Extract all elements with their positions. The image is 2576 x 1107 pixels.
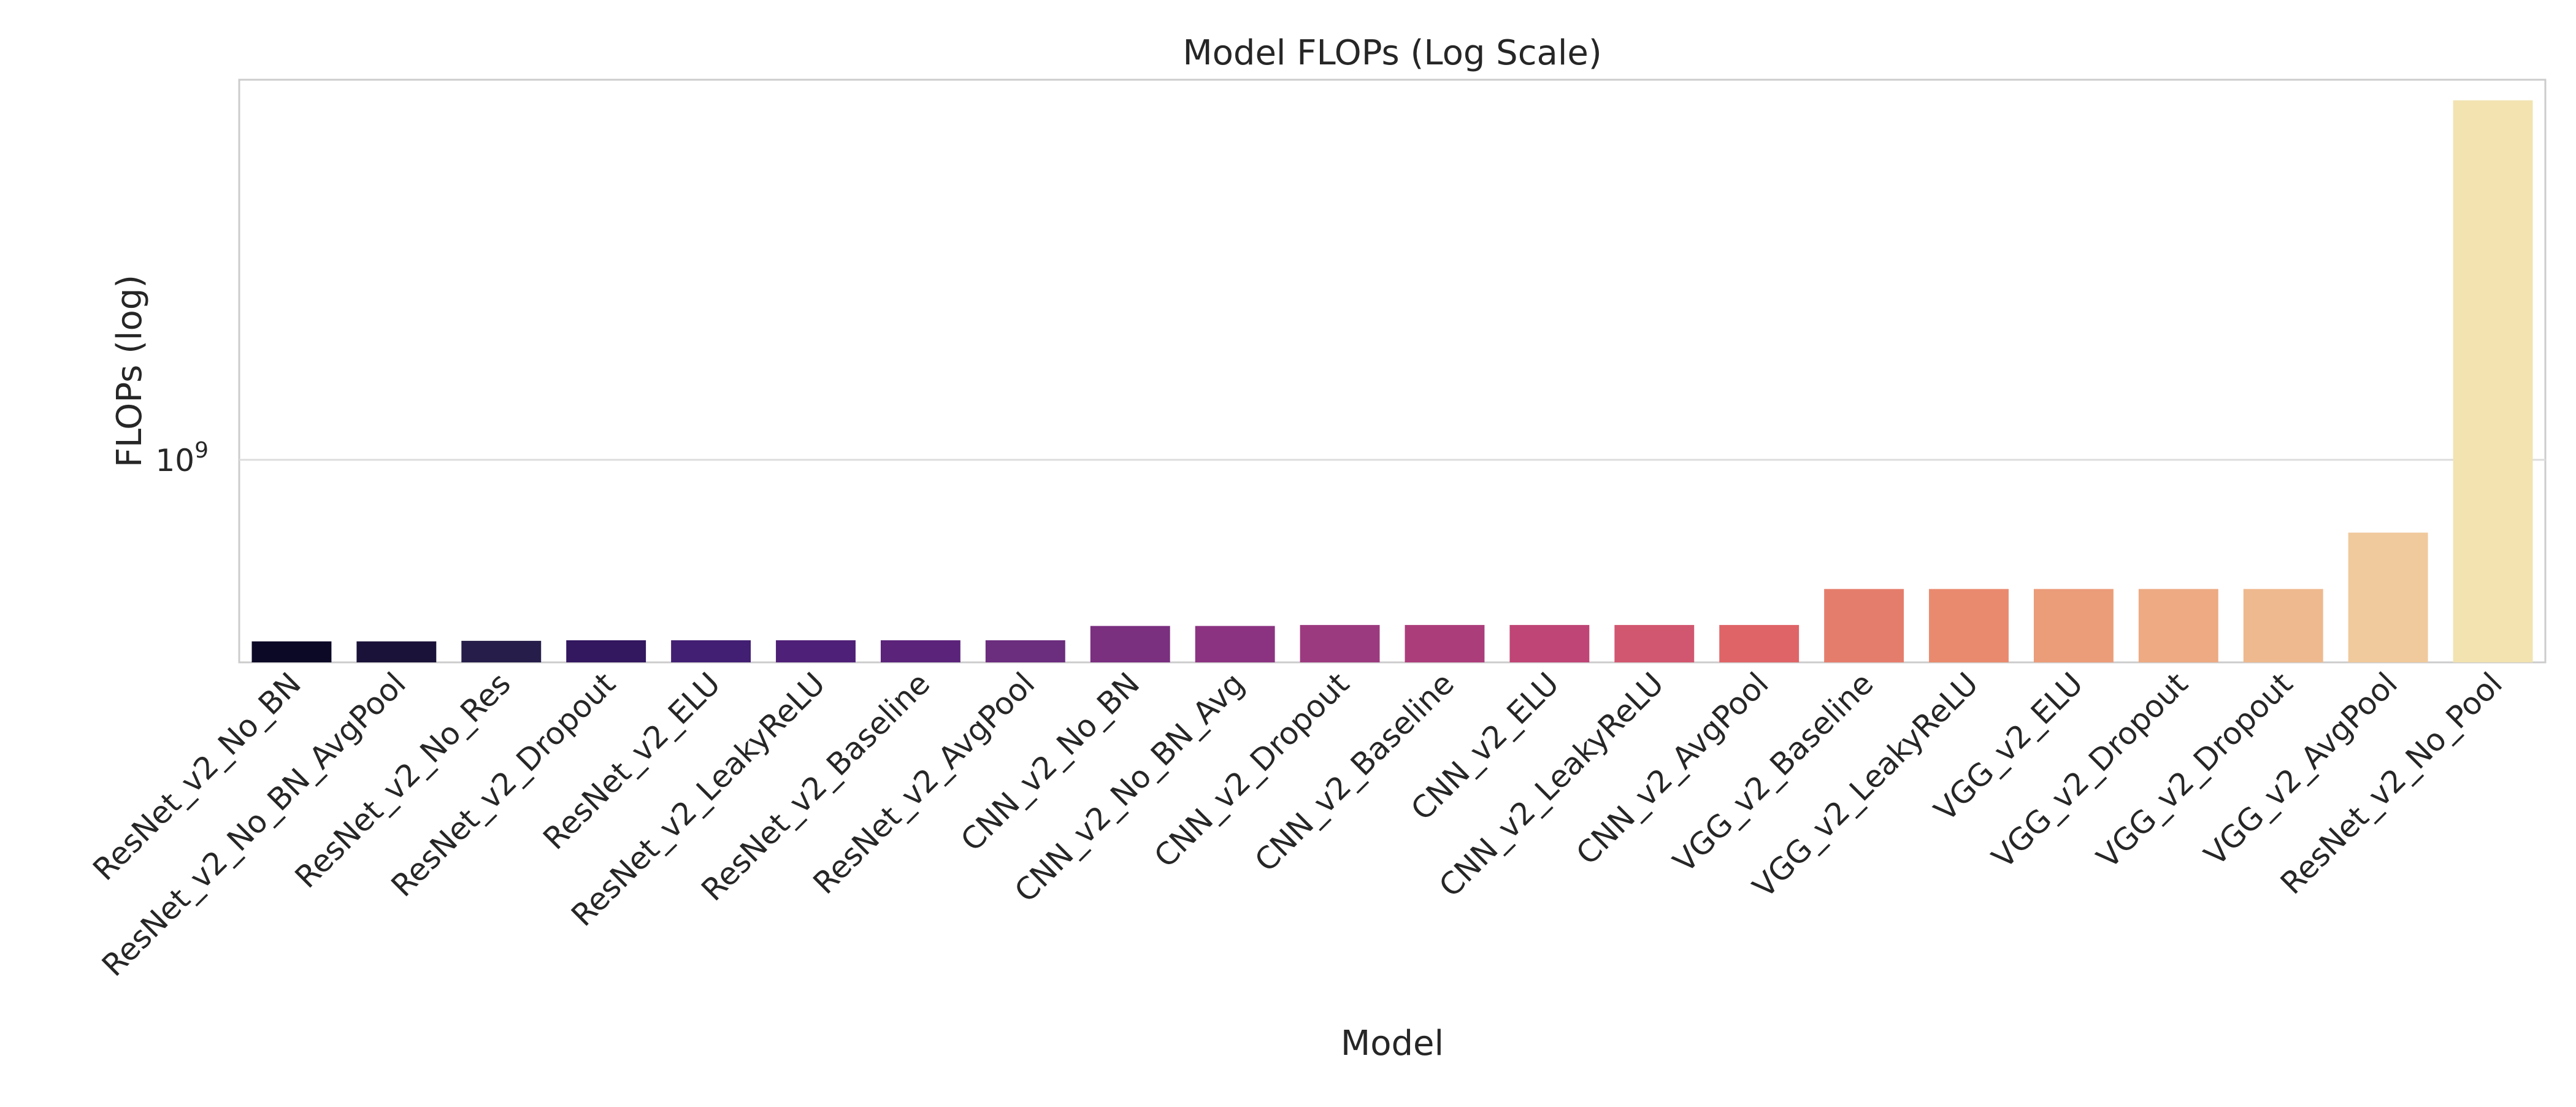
bar: [461, 640, 542, 662]
bar: [671, 640, 751, 662]
bar: [566, 640, 646, 662]
chart-title: Model FLOPs (Log Scale): [1183, 33, 1601, 73]
bar: [1719, 625, 1800, 662]
x-tick-label: CNN_v2_No_BN: [954, 665, 1146, 858]
bar: [985, 640, 1065, 662]
bar: [251, 641, 332, 662]
y-tick-label: 109: [155, 438, 209, 478]
bar: [1824, 589, 1904, 662]
x-tick-label: VGG_v2_Dropout: [2090, 665, 2299, 875]
bar: [1300, 625, 1380, 662]
x-tick-label: VGG_v2_Baseline: [1666, 665, 1880, 879]
bar: [356, 641, 437, 662]
y-ticks: 109: [155, 438, 209, 478]
x-axis-title: Model: [1341, 1024, 1444, 1063]
bar: [1509, 625, 1590, 662]
bar: [2243, 589, 2323, 662]
bar: [1405, 625, 1485, 662]
bar: [1929, 589, 2009, 662]
x-ticks: ResNet_v2_No_BNResNet_v2_No_BN_AvgPoolRe…: [86, 665, 2509, 983]
bar: [2348, 532, 2428, 662]
x-tick-label: VGG_v2_Dropout: [1985, 665, 2195, 875]
bar: [1614, 625, 1695, 662]
bars: [251, 100, 2533, 662]
plot-area: [238, 79, 2547, 664]
x-tick-label: ResNet_v2_ELU: [536, 665, 727, 856]
bar: [1090, 626, 1170, 662]
y-axis-title: FLOPs (log): [110, 275, 150, 467]
x-tick-label: ResNet_v2_No_BN: [86, 665, 307, 887]
bar: [2138, 589, 2218, 662]
bar: [1195, 626, 1275, 662]
x-tick-label: CNN_v2_Dropout: [1148, 665, 1356, 874]
x-tick-label: CNN_v2_Baseline: [1248, 665, 1461, 878]
x-tick-label: CNN_v2_AvgPool: [1570, 665, 1776, 871]
bar: [776, 640, 856, 662]
bar: [880, 640, 960, 662]
bar: [2453, 100, 2533, 662]
bar: [2033, 589, 2114, 662]
x-tick-label: VGG_v2_AvgPool: [2198, 665, 2404, 872]
